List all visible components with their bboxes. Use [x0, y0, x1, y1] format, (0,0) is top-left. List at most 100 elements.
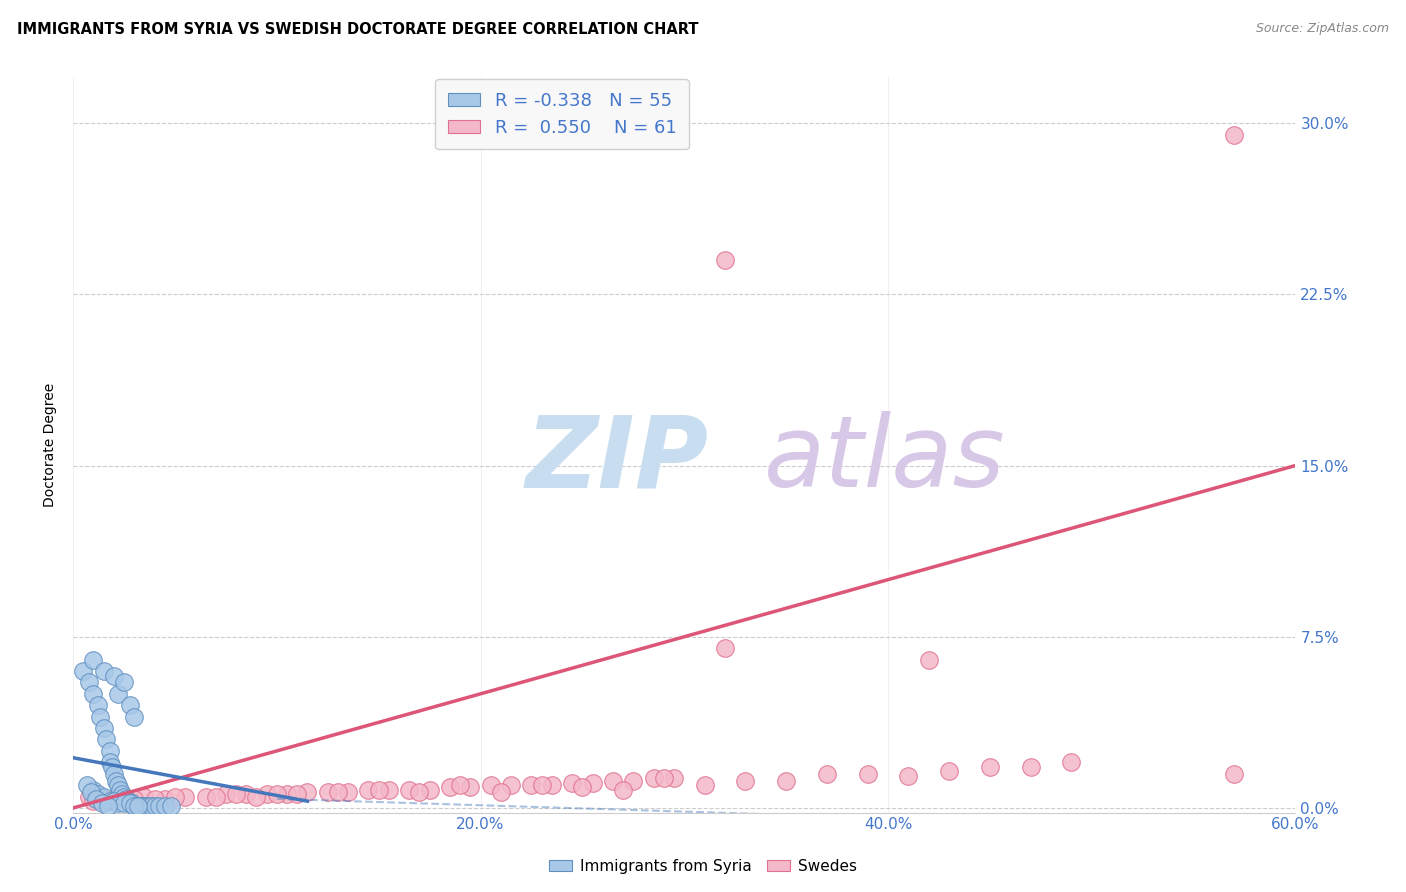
Point	[103, 794, 125, 808]
Point	[479, 778, 502, 792]
Point	[245, 789, 267, 804]
Point	[72, 664, 94, 678]
Point	[122, 798, 145, 813]
Point	[460, 780, 482, 795]
Point	[160, 798, 183, 813]
Point	[367, 782, 389, 797]
Point	[97, 798, 120, 813]
Point	[107, 687, 129, 701]
Point	[86, 787, 108, 801]
Point	[98, 794, 121, 808]
Point	[127, 798, 149, 813]
Point	[662, 772, 685, 786]
Point	[581, 776, 603, 790]
Point	[734, 773, 756, 788]
Point	[163, 789, 186, 804]
Point	[621, 773, 644, 788]
Point	[98, 756, 121, 770]
Point	[714, 641, 737, 656]
Point	[93, 789, 115, 804]
Text: ZIP: ZIP	[526, 411, 709, 508]
Text: atlas: atlas	[763, 411, 1005, 508]
Point	[115, 792, 138, 806]
Point	[561, 776, 583, 790]
Point	[775, 773, 797, 788]
Point	[918, 652, 941, 666]
Point	[643, 772, 665, 786]
Point	[501, 778, 523, 792]
Point	[398, 782, 420, 797]
Point	[148, 798, 170, 813]
Point	[134, 789, 156, 804]
Point	[326, 785, 349, 799]
Point	[1019, 760, 1042, 774]
Point	[856, 766, 879, 780]
Point	[93, 721, 115, 735]
Point	[256, 787, 278, 801]
Point	[103, 792, 125, 806]
Point	[121, 797, 143, 811]
Point	[378, 782, 401, 797]
Point	[120, 797, 142, 811]
Point	[108, 782, 131, 797]
Point	[408, 785, 430, 799]
Point	[138, 798, 160, 813]
Point	[131, 798, 153, 813]
Point	[489, 785, 512, 799]
Point	[357, 782, 380, 797]
Point	[714, 253, 737, 268]
Point	[127, 798, 149, 813]
Point	[101, 760, 124, 774]
Point	[520, 778, 543, 792]
Point	[93, 792, 115, 806]
Point	[602, 773, 624, 788]
Point	[571, 780, 593, 795]
Point	[316, 785, 339, 799]
Point	[540, 778, 562, 792]
Point	[139, 798, 162, 813]
Point	[1060, 756, 1083, 770]
Point	[122, 792, 145, 806]
Point	[103, 668, 125, 682]
Point	[143, 798, 166, 813]
Point	[104, 773, 127, 788]
Point	[122, 709, 145, 723]
Point	[652, 772, 675, 786]
Point	[1223, 766, 1246, 780]
Point	[98, 744, 121, 758]
Point	[266, 787, 288, 801]
Point	[897, 769, 920, 783]
Point	[79, 789, 101, 804]
Point	[612, 782, 634, 797]
Point	[120, 797, 142, 811]
Point	[112, 789, 135, 804]
Point	[134, 798, 156, 813]
Point	[337, 785, 360, 799]
Point	[938, 764, 960, 779]
Point	[235, 787, 257, 801]
Point	[153, 792, 176, 806]
Point	[89, 709, 111, 723]
Legend: R = -0.338   N = 55, R =  0.550    N = 61: R = -0.338 N = 55, R = 0.550 N = 61	[434, 79, 689, 150]
Legend: Immigrants from Syria, Swedes: Immigrants from Syria, Swedes	[543, 853, 863, 880]
Point	[530, 778, 553, 792]
Point	[111, 787, 134, 801]
Point	[285, 787, 308, 801]
Point	[103, 766, 125, 780]
Point	[117, 794, 139, 808]
Point	[94, 732, 117, 747]
Point	[82, 652, 104, 666]
Point	[143, 792, 166, 806]
Point	[174, 789, 197, 804]
Point	[194, 789, 217, 804]
Point	[276, 787, 298, 801]
Point	[93, 664, 115, 678]
Point	[90, 797, 112, 811]
Point	[82, 794, 104, 808]
Point	[112, 675, 135, 690]
Point	[225, 787, 247, 801]
Point	[815, 766, 838, 780]
Point	[125, 798, 148, 813]
Point	[112, 797, 135, 811]
Point	[84, 792, 107, 806]
